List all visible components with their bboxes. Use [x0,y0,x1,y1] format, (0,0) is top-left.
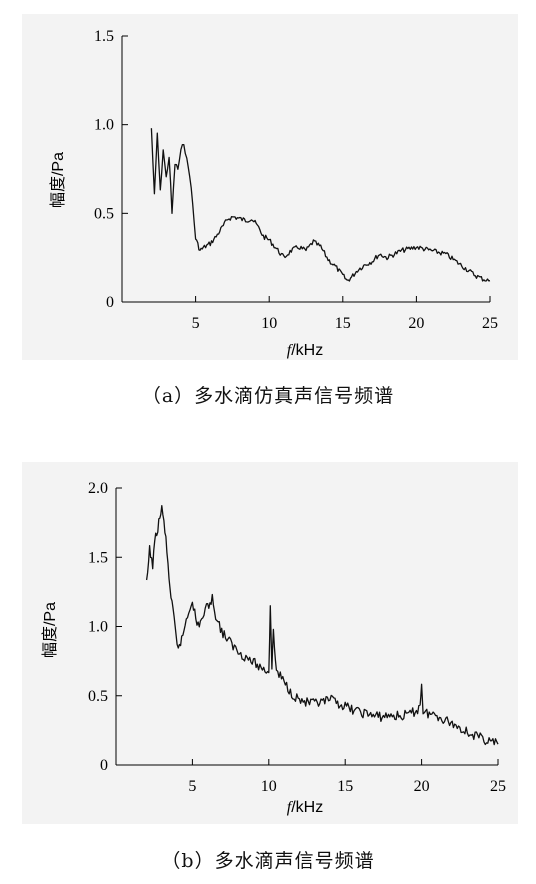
chart-a-x-tick-label: 5 [192,315,200,332]
chart-a-series-line [150,128,491,282]
chart-b-x-tick-label: 20 [414,778,430,795]
chart-b-y-tick-label: 1.0 [88,619,108,636]
chart-a-y-tick-label: 0 [106,294,114,311]
chart-a-x-axis-label: f/kHz [287,342,323,359]
chart-b-y-axis-label: 幅度/Pa [41,602,59,658]
chart-b-x-tick-label: 5 [188,778,196,795]
chart-b-y-tick-label: 0.5 [88,688,108,705]
chart-b-series-line [145,505,499,746]
chart-a-y-tick-label: 1.0 [94,117,114,134]
chart-a-x-tick-label: 10 [261,315,277,332]
chart-b-y-tick-label: 1.5 [88,549,108,566]
chart-b-x-tick-label: 10 [261,778,277,795]
chart-a: 0 0.5 1.0 1.5 5 10 15 20 25 f/kHz 幅度/Pa [49,28,498,359]
chart-b: 0 0.5 1.0 1.5 2.0 5 10 15 20 25 f/kHz 幅度/Pa [41,480,506,816]
chart-b-x-tick-label: 15 [337,778,353,795]
chart-a-x-axis-label-unit: /kHz [291,342,323,359]
chart-a-x-axis-label-symbol: f [287,342,294,359]
caption-a: （a）多水滴仿真声信号频谱 [141,385,395,407]
chart-b-y-tick-label: 2.0 [88,480,108,497]
chart-b-x-tick-label: 25 [490,778,506,795]
chart-a-y-tick-label: 0.5 [94,205,114,222]
caption-b: （b）多水滴声信号频谱 [161,850,375,872]
chart-b-y-tick-label: 0 [100,757,108,774]
chart-b-x-axis-label-unit: /kHz [291,799,323,816]
chart-b-x-axis-label: f/kHz [287,799,323,816]
chart-a-y-axis-label: 幅度/Pa [49,152,67,208]
chart-a-x-tick-label: 15 [335,315,351,332]
chart-a-x-tick-label: 25 [482,315,498,332]
chart-a-x-tick-label: 20 [408,315,424,332]
chart-b-x-axis-label-symbol: f [287,799,294,816]
chart-a-y-tick-label: 1.5 [94,28,114,45]
